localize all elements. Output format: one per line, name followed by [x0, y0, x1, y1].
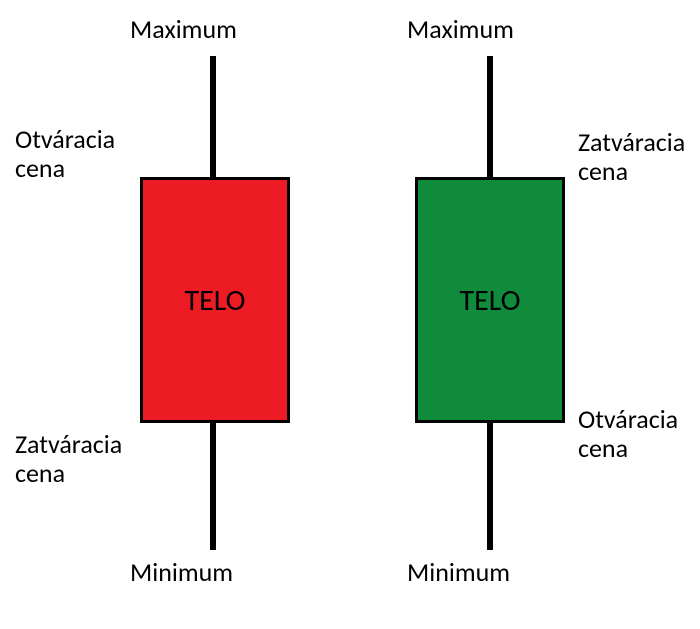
bearish-top-label: Maximum	[130, 15, 237, 44]
bullish-lower-wick	[487, 423, 493, 550]
bullish-close-label: Zatváracia cena	[578, 128, 685, 185]
bullish-body-label: TELO	[415, 282, 565, 319]
bearish-lower-wick	[210, 423, 216, 550]
bullish-bottom-label: Minimum	[407, 558, 510, 587]
bearish-bottom-label: Minimum	[130, 558, 233, 587]
bullish-upper-wick	[487, 56, 493, 177]
bearish-close-label: Zatváracia cena	[15, 430, 122, 487]
bearish-open-label: Otváracia cena	[15, 125, 115, 182]
bearish-body-label: TELO	[140, 282, 290, 319]
bearish-upper-wick	[210, 56, 216, 177]
bullish-top-label: Maximum	[407, 15, 514, 44]
bullish-open-label: Otváracia cena	[578, 405, 678, 462]
